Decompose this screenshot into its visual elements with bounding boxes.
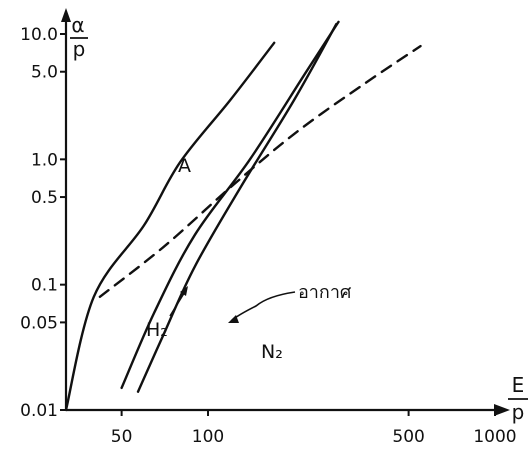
x-label-top: E	[512, 373, 525, 397]
axes	[61, 8, 510, 416]
series-label-h2: H₂	[146, 319, 168, 341]
y-axis-arrow	[61, 8, 71, 22]
series-label-a: A	[178, 155, 191, 177]
y-tick-label: 0.01	[20, 401, 58, 421]
leader-arrow-air	[228, 315, 239, 323]
leader-arrow-h2	[180, 286, 188, 296]
y-label-bottom: p	[73, 37, 86, 61]
y-tick-label: 1.0	[31, 150, 58, 170]
y-tick-label: 5.0	[31, 63, 58, 83]
series-label-air: อากาศ	[298, 282, 352, 303]
series-layer	[64, 20, 422, 412]
leader-line-air	[231, 291, 296, 321]
series-n2-curve	[136, 22, 338, 393]
y-tick-label: 0.1	[31, 276, 58, 296]
x-tick-label: 100	[192, 427, 224, 447]
series-h2-curve	[98, 44, 422, 298]
x-ticks: 50 100 500 1000	[111, 410, 517, 447]
x-label-bottom: p	[512, 400, 525, 424]
x-tick-label: 1000	[473, 427, 516, 447]
y-ticks: 0.01 0.05 0.1 0.5 1.0 5.0 10.0	[20, 25, 66, 421]
y-tick-label: 0.5	[31, 188, 58, 208]
series-label-n2: N₂	[261, 341, 283, 363]
y-label-top: α	[71, 13, 84, 37]
y-tick-label: 0.05	[20, 313, 58, 333]
x-axis-label: E p	[508, 373, 528, 424]
series-air-curve	[120, 20, 340, 390]
y-axis-label: α p	[70, 13, 88, 61]
leader-line-h2	[169, 289, 187, 317]
series-a-curve	[64, 41, 276, 412]
x-tick-label: 500	[392, 427, 424, 447]
x-axis-arrow	[494, 404, 510, 416]
x-tick-label: 50	[111, 427, 133, 447]
y-tick-label: 10.0	[20, 25, 58, 45]
